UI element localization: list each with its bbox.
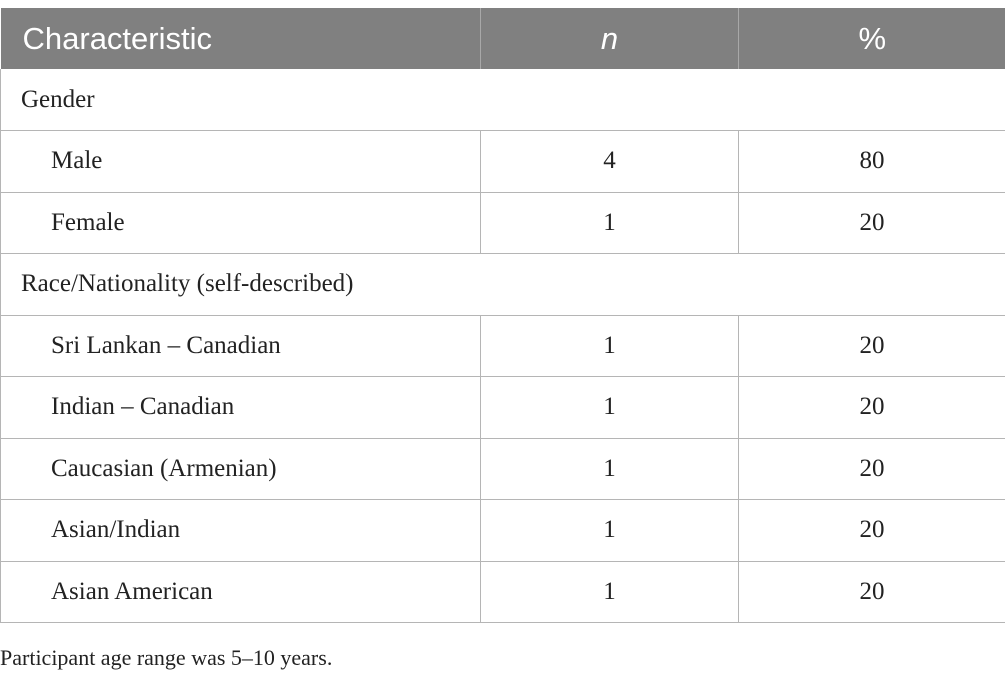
row-label: Asian American bbox=[0, 561, 481, 623]
table-row: Asian American 1 20 bbox=[0, 561, 1005, 623]
table-row: Asian/Indian 1 20 bbox=[0, 499, 1005, 562]
row-percent: 20 bbox=[738, 315, 1005, 377]
row-percent: 80 bbox=[738, 130, 1005, 193]
group-label-gender: Gender bbox=[0, 69, 1005, 131]
row-label: Sri Lankan – Canadian bbox=[0, 315, 481, 377]
group-row-gender: Gender bbox=[0, 69, 1005, 131]
row-label: Indian – Canadian bbox=[0, 376, 481, 439]
row-percent: 20 bbox=[738, 561, 1005, 623]
table-footnote: Participant age range was 5–10 years. bbox=[0, 645, 333, 670]
header-characteristic: Characteristic bbox=[22, 20, 213, 56]
header-n-label: n bbox=[600, 20, 619, 56]
header-n: n bbox=[480, 8, 739, 69]
header-row: Characteristic n % bbox=[0, 8, 1005, 69]
row-percent: 20 bbox=[738, 376, 1005, 439]
row-n: 1 bbox=[480, 438, 739, 500]
row-n: 1 bbox=[480, 315, 739, 377]
row-label: Caucasian (Armenian) bbox=[0, 438, 481, 500]
group-row-race-nationality: Race/Nationality (self-described) bbox=[0, 253, 1005, 316]
row-n: 1 bbox=[480, 192, 739, 254]
table-row: Male 4 80 bbox=[0, 130, 1005, 193]
table-row: Indian – Canadian 1 20 bbox=[0, 376, 1005, 439]
row-n: 4 bbox=[480, 130, 739, 193]
row-label: Male bbox=[0, 130, 481, 193]
table-header: Characteristic n % bbox=[0, 8, 1005, 69]
row-percent: 20 bbox=[738, 499, 1005, 562]
row-n: 1 bbox=[480, 499, 739, 562]
table-row: Caucasian (Armenian) 1 20 bbox=[0, 438, 1005, 500]
row-percent: 20 bbox=[738, 438, 1005, 500]
row-n: 1 bbox=[480, 561, 739, 623]
demographics-table: Characteristic n % Gender Male 4 80 Fema… bbox=[0, 8, 1005, 623]
row-n: 1 bbox=[480, 376, 739, 439]
group-label-race-nationality: Race/Nationality (self-described) bbox=[0, 253, 1005, 316]
row-percent: 20 bbox=[738, 192, 1005, 254]
table-row: Sri Lankan – Canadian 1 20 bbox=[0, 315, 1005, 377]
table-body: Gender Male 4 80 Female 1 20 Race/Nation… bbox=[0, 69, 1005, 623]
table-row: Female 1 20 bbox=[0, 192, 1005, 254]
row-label: Asian/Indian bbox=[0, 499, 481, 562]
row-label: Female bbox=[0, 192, 481, 254]
header-percent: % bbox=[738, 8, 1005, 69]
demographics-table-container: Characteristic n % Gender Male 4 80 Fema… bbox=[0, 8, 1005, 623]
